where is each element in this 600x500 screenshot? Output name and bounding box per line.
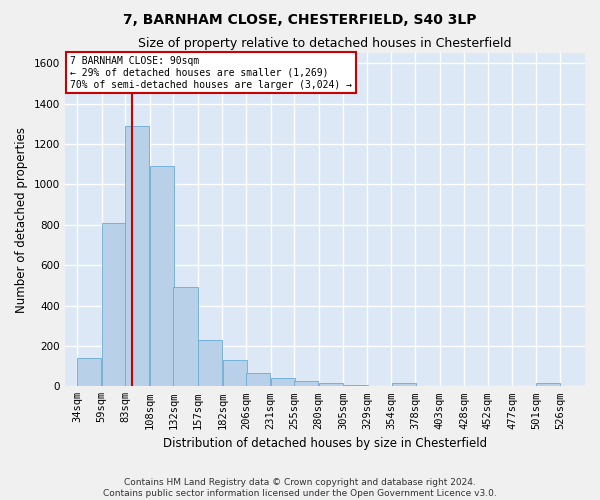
Bar xyxy=(125,126,149,386)
Text: Contains HM Land Registry data © Crown copyright and database right 2024.
Contai: Contains HM Land Registry data © Crown c… xyxy=(103,478,497,498)
Text: 7 BARNHAM CLOSE: 90sqm
← 29% of detached houses are smaller (1,269)
70% of semi-: 7 BARNHAM CLOSE: 90sqm ← 29% of detached… xyxy=(70,56,352,90)
Bar xyxy=(319,384,343,386)
Bar xyxy=(295,382,319,386)
Title: Size of property relative to detached houses in Chesterfield: Size of property relative to detached ho… xyxy=(138,38,512,51)
Bar xyxy=(536,384,560,386)
Bar xyxy=(198,340,222,386)
Bar xyxy=(77,358,101,386)
Bar xyxy=(246,373,270,386)
Bar xyxy=(150,166,174,386)
Bar xyxy=(173,288,197,386)
Bar xyxy=(102,222,126,386)
Bar xyxy=(271,378,295,386)
X-axis label: Distribution of detached houses by size in Chesterfield: Distribution of detached houses by size … xyxy=(163,437,487,450)
Text: 7, BARNHAM CLOSE, CHESTERFIELD, S40 3LP: 7, BARNHAM CLOSE, CHESTERFIELD, S40 3LP xyxy=(123,12,477,26)
Bar xyxy=(223,360,247,386)
Bar xyxy=(392,384,416,386)
Y-axis label: Number of detached properties: Number of detached properties xyxy=(15,126,28,312)
